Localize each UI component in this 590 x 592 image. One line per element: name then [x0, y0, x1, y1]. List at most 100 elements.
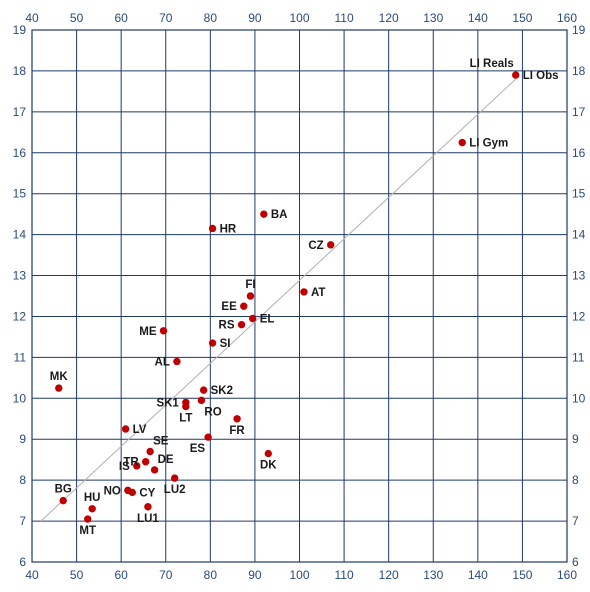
data-point — [199, 386, 208, 394]
data-point — [233, 415, 241, 423]
point-label: MK — [50, 371, 69, 383]
data-point — [55, 384, 63, 392]
point-label: LI Obs — [523, 70, 559, 82]
data-point — [159, 327, 168, 335]
data-point — [458, 138, 466, 147]
x-tick-label: 60 — [114, 568, 128, 582]
y-tick-label: 16 — [13, 146, 27, 160]
x-tick-label: 150 — [512, 568, 532, 582]
point-label: TR — [123, 457, 139, 469]
data-point — [141, 458, 150, 466]
trendline-group — [40, 78, 517, 522]
x-tick-label: 140 — [468, 568, 488, 582]
y-tick-label: 8 — [19, 473, 26, 487]
point-label: LT — [179, 412, 192, 424]
point-label: HR — [220, 223, 237, 235]
x-tick-label-top: 40 — [25, 11, 39, 25]
point-label: CZ — [308, 240, 323, 252]
y-tick-label: 11 — [14, 350, 27, 364]
y-tick-label-right: 14 — [572, 228, 586, 242]
x-tick-label-top: 110 — [335, 11, 354, 25]
point-label: SK2 — [211, 385, 233, 397]
point-label: AT — [311, 287, 325, 299]
data-point — [208, 339, 217, 347]
point-label: AL — [155, 356, 170, 368]
x-tick-label: 80 — [204, 568, 218, 582]
x-tick-label: 70 — [159, 568, 173, 582]
x-tick-label-top: 150 — [512, 11, 532, 25]
data-point — [246, 292, 255, 300]
x-tick-label: 100 — [289, 568, 309, 582]
point-label: FR — [229, 425, 245, 437]
x-tick-label-top: 130 — [423, 11, 443, 25]
x-tick-label-top: 140 — [468, 11, 488, 25]
point-label: RO — [204, 406, 221, 418]
data-point — [208, 224, 217, 233]
x-tick-label-top: 120 — [379, 11, 399, 25]
x-tick-label-top: 90 — [248, 11, 262, 25]
data-point — [146, 447, 154, 456]
point-label: HU — [84, 492, 101, 504]
data-point — [264, 449, 272, 458]
point-label: NO — [104, 485, 121, 497]
data-point — [197, 396, 206, 405]
y-tick-label: 6 — [19, 555, 26, 569]
y-tick-label-right: 8 — [572, 473, 579, 487]
point-label: FI — [245, 279, 255, 291]
data-point — [150, 466, 159, 474]
data-point — [173, 357, 181, 366]
y-tick-label-right: 7 — [572, 514, 579, 528]
y-tick-label: 18 — [13, 64, 27, 78]
data-point — [240, 302, 248, 310]
data-point — [300, 288, 308, 296]
x-tick-label-top: 70 — [159, 11, 173, 25]
data-point — [144, 503, 152, 511]
point-label: ME — [139, 326, 157, 338]
y-tick-label: 13 — [13, 269, 27, 283]
data-point — [128, 488, 137, 497]
point-label: CY — [139, 487, 155, 499]
y-tick-label: 10 — [13, 391, 27, 405]
point-label: DK — [260, 460, 277, 472]
y-tick-label-right: 9 — [572, 432, 579, 446]
data-point — [182, 402, 190, 411]
data-point — [512, 71, 520, 79]
data-point — [88, 505, 96, 513]
y-tick-label-right: 15 — [572, 187, 586, 201]
point-label: MT — [79, 525, 96, 537]
x-tick-label: 90 — [248, 568, 262, 582]
y-tick-label-right: 10 — [572, 391, 586, 405]
data-point — [327, 241, 335, 249]
point-label: SI — [220, 338, 231, 350]
point-label: EL — [260, 314, 275, 326]
y-tick-label-right: 6 — [572, 555, 579, 569]
point-label: EE — [221, 301, 237, 313]
y-tick-label: 15 — [13, 187, 27, 201]
point-label: SK1 — [156, 397, 179, 409]
data-point — [260, 210, 268, 218]
grid — [31, 29, 568, 563]
y-tick-label: 17 — [13, 105, 27, 119]
y-tick-label-right: 18 — [572, 64, 586, 78]
y-tick-label-right: 12 — [572, 309, 586, 323]
y-tick-label: 14 — [13, 228, 27, 242]
data-point — [237, 320, 246, 329]
x-tick-label: 160 — [557, 568, 577, 582]
x-tick-label-top: 50 — [70, 11, 84, 25]
point-label: SE — [153, 436, 169, 448]
x-tick-label: 120 — [379, 568, 399, 582]
point-label: ES — [190, 443, 206, 455]
x-tick-label-top: 160 — [557, 11, 577, 25]
y-tick-label: 12 — [13, 309, 27, 323]
data-points — [55, 71, 520, 523]
x-tick-label: 40 — [25, 568, 39, 582]
point-label: LV — [133, 424, 147, 436]
x-tick-label-top: 80 — [204, 11, 218, 25]
data-point — [248, 314, 257, 323]
data-point — [121, 425, 130, 433]
point-label: LU1 — [137, 513, 159, 525]
data-point — [59, 496, 67, 505]
y-tick-label: 7 — [19, 514, 26, 528]
data-point — [133, 462, 141, 470]
